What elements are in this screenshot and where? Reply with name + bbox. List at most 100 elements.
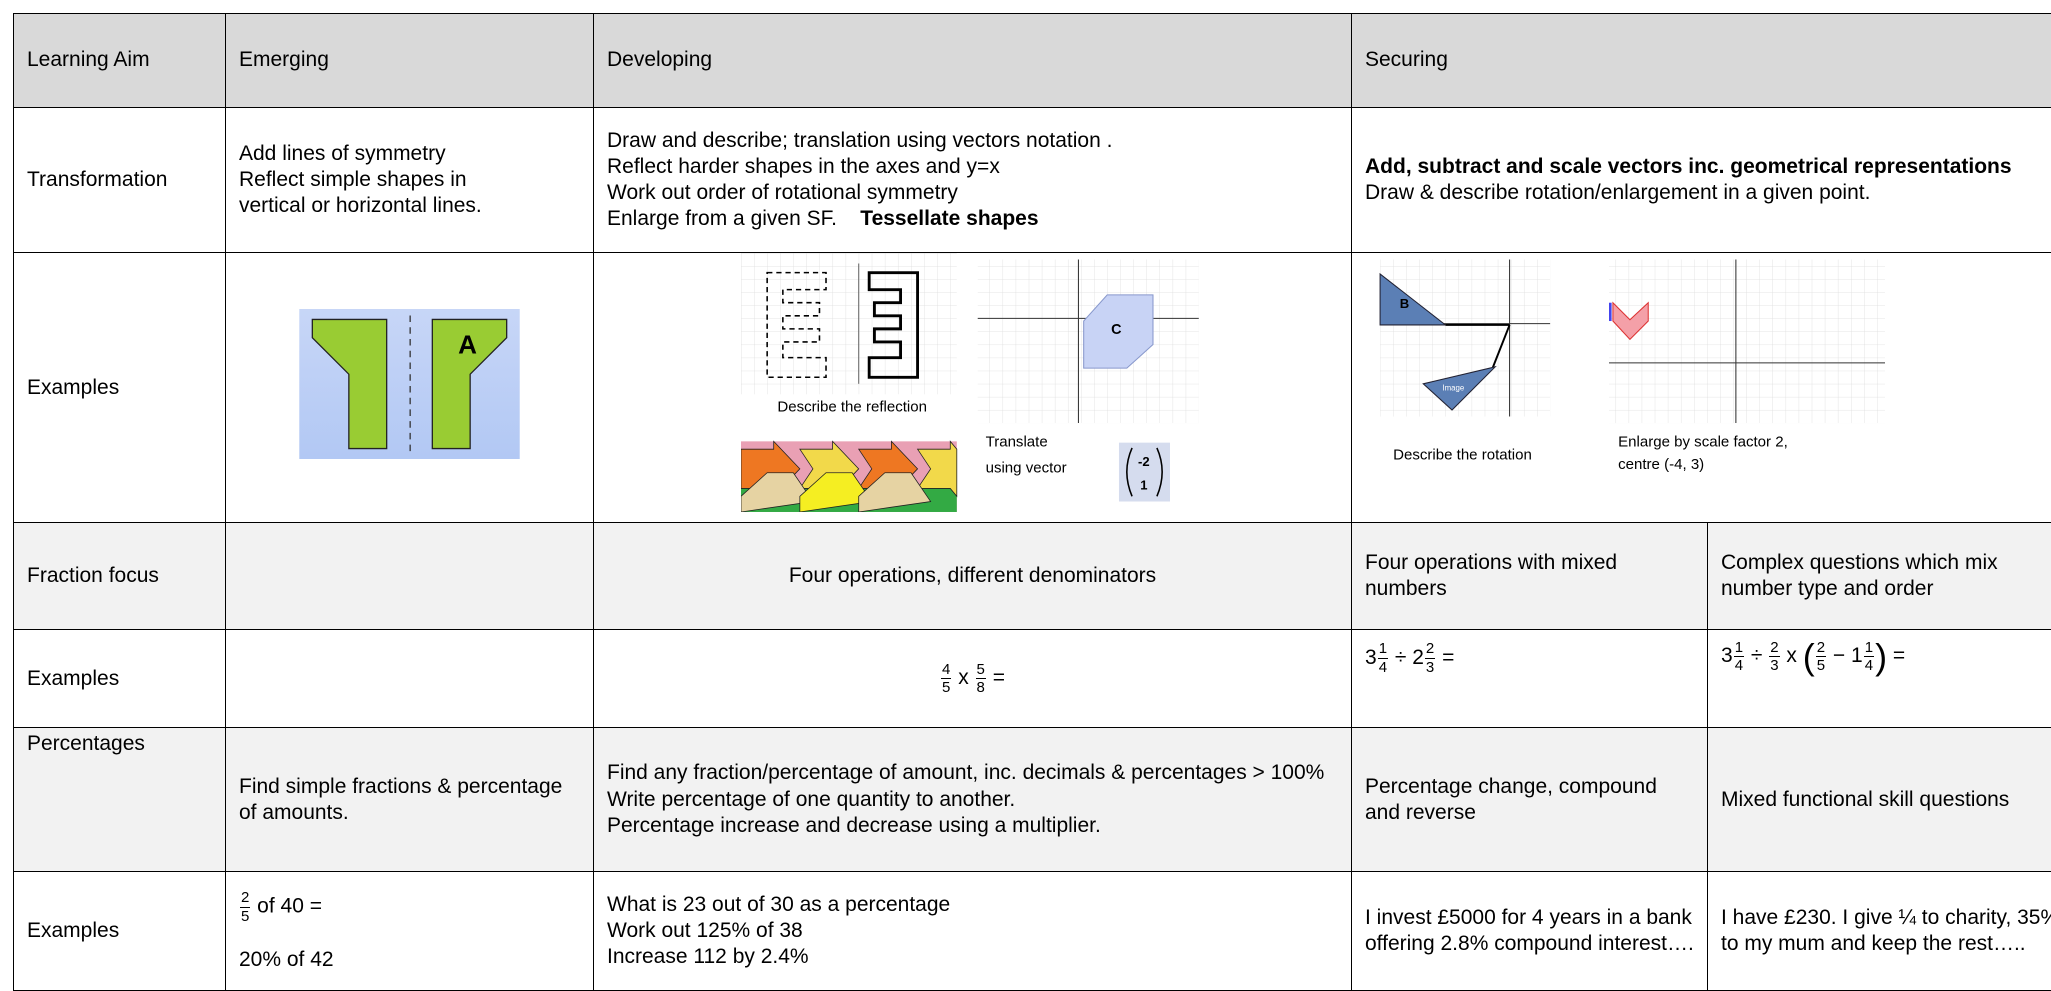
- numerator: 2: [1816, 639, 1826, 657]
- text: Complex questions which mix number type …: [1721, 551, 1998, 600]
- cell: Mixed functional skill questions: [1708, 728, 2051, 872]
- operator: =: [987, 666, 1005, 689]
- caption: Describe the rotation: [1393, 447, 1532, 464]
- shape-label: B: [1400, 296, 1409, 311]
- label-text: Examples: [27, 667, 119, 690]
- numerator: 2: [1425, 640, 1435, 658]
- row-label: Examples: [14, 253, 226, 523]
- operator: =: [1887, 644, 1905, 667]
- line: Reflect simple shapes in: [239, 167, 580, 193]
- header-text: Learning Aim: [27, 48, 150, 71]
- cell: B Image Describe the rotation Enlarge by…: [1352, 253, 2051, 523]
- caption: Describe the reflection: [777, 398, 927, 415]
- cell: I have £230. I give ¼ to charity, 35% to…: [1708, 872, 2051, 991]
- table-row: Percentages Find simple fractions & perc…: [14, 728, 2051, 872]
- cell: Find simple fractions & percentage of am…: [226, 728, 594, 872]
- denominator: 5: [1816, 657, 1826, 674]
- cell: [226, 523, 594, 630]
- caption: Translate: [986, 434, 1048, 451]
- whole-number: 3: [1721, 644, 1733, 667]
- denominator: 4: [1378, 659, 1388, 676]
- developing-examples: Describe the reflection C Translate usin…: [741, 253, 1204, 512]
- whole-number: 2: [1412, 646, 1424, 669]
- line: Draw & describe rotation/enlargement in …: [1365, 180, 2051, 206]
- shape: [741, 253, 957, 394]
- table-row: Examples A Describe the reflection: [14, 253, 2051, 523]
- text: Find simple fractions & percentage of am…: [239, 775, 562, 824]
- line: Work out order of rotational symmetry: [607, 180, 1338, 206]
- header-text: Emerging: [239, 48, 329, 71]
- line: Find any fraction/percentage of amount, …: [607, 760, 1338, 786]
- line: Percentage increase and decrease using a…: [607, 813, 1338, 839]
- text: Percentage change, compound and reverse: [1365, 775, 1657, 824]
- whole-number: 3: [1365, 646, 1377, 669]
- line: Add lines of symmetry: [239, 141, 580, 167]
- cell: Four operations with mixed numbers: [1352, 523, 1708, 630]
- parenthesis: ): [1875, 636, 1887, 677]
- cell: I invest £5000 for 4 years in a bank off…: [1352, 872, 1708, 991]
- header-cell: Learning Aim: [14, 14, 226, 108]
- row-label: Transformation: [14, 108, 226, 253]
- operator: ÷: [1745, 644, 1768, 667]
- label-text: Examples: [27, 376, 119, 399]
- text: I have £230. I give ¼ to charity, 35% to…: [1721, 906, 2051, 955]
- shape: [1609, 260, 1885, 424]
- shape-label: C: [1111, 322, 1121, 338]
- label-text: Fraction focus: [27, 564, 159, 587]
- line: What is 23 out of 30 as a percentage: [607, 892, 1338, 918]
- label-text: Percentages: [27, 732, 145, 755]
- denominator: 4: [1734, 657, 1744, 674]
- parenthesis: (: [1803, 636, 1815, 677]
- line: Draw and describe; translation using vec…: [607, 128, 1338, 154]
- whole-number: 1: [1851, 644, 1863, 667]
- label-text: Transformation: [27, 168, 167, 191]
- table-row: Learning Aim Emerging Developing Securin…: [14, 14, 2051, 108]
- caption: Enlarge by scale factor 2,: [1618, 434, 1788, 451]
- row-label: Percentages: [14, 728, 226, 872]
- row-label: Examples: [14, 630, 226, 728]
- cell: A: [226, 253, 594, 523]
- shape: Learning Aim Emerging Developing Securin…: [14, 14, 2051, 991]
- header-text: Developing: [607, 48, 712, 71]
- cell: Percentage change, compound and reverse: [1352, 728, 1708, 872]
- symmetry-example: A: [299, 309, 520, 459]
- cell: Add, subtract and scale vectors inc. geo…: [1352, 108, 2051, 253]
- numerator: 2: [240, 889, 250, 907]
- numerator: 1: [1734, 639, 1744, 657]
- operator: x: [952, 666, 974, 689]
- cell: Find any fraction/percentage of amount, …: [594, 728, 1352, 872]
- operator: −: [1827, 644, 1851, 667]
- table: Learning Aim Emerging Developing Securin…: [13, 13, 2051, 991]
- cell: [226, 630, 594, 728]
- row-label: Fraction focus: [14, 523, 226, 630]
- header-cell: Emerging: [226, 14, 594, 108]
- shape-label: A: [458, 329, 477, 359]
- operator: of 40 =: [251, 895, 322, 918]
- vector-entry: -2: [1138, 454, 1150, 469]
- denominator: 4: [1864, 657, 1874, 674]
- numerator: 1: [1864, 639, 1874, 657]
- denominator: 5: [941, 679, 951, 696]
- text: Mixed functional skill questions: [1721, 788, 2009, 811]
- operator: =: [1436, 646, 1454, 669]
- text: Four operations with mixed numbers: [1365, 551, 1617, 600]
- cell: Four operations, different denominators: [594, 523, 1352, 630]
- cell: Add lines of symmetry Reflect simple sha…: [226, 108, 594, 253]
- securing-examples: B Image Describe the rotation Enlarge by…: [1367, 253, 1885, 478]
- table-row: Fraction focus Four operations, differen…: [14, 523, 2051, 630]
